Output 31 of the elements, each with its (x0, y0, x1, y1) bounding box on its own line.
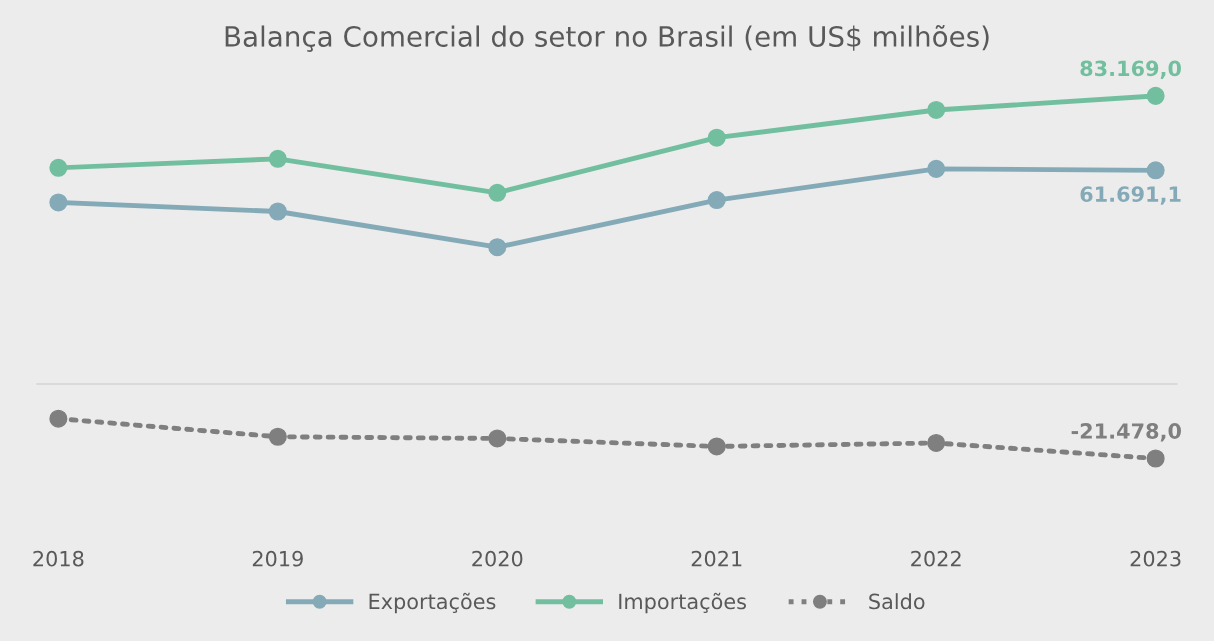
point (927, 159, 946, 178)
point (1146, 161, 1165, 180)
point (49, 158, 68, 177)
chart-title: Balança Comercial do setor no Brasil (em US$ milhões) (225, 25, 989, 52)
point (488, 183, 507, 202)
point (49, 193, 68, 212)
point (268, 427, 287, 446)
data-label: -21.478,0 (1071, 423, 1181, 442)
point (707, 128, 726, 147)
x-tick-label: 2019 (252, 550, 303, 567)
point (268, 202, 287, 221)
point (927, 100, 946, 119)
point (1146, 449, 1165, 468)
data-label: 83.169,0 (1080, 60, 1181, 79)
x-tick-label: 2020 (472, 550, 523, 567)
point (488, 429, 507, 448)
point (488, 238, 507, 257)
x-tick-label: 2018 (33, 550, 84, 567)
point (707, 437, 726, 456)
point (927, 433, 946, 453)
point (707, 191, 726, 210)
legend-label: Importações (619, 592, 746, 614)
legend-label: Exportações (369, 592, 496, 614)
data-label: 61.691,1 (1080, 186, 1181, 205)
x-tick-label: 2021 (691, 550, 742, 567)
legend-label: Saldo (869, 593, 925, 610)
point (49, 409, 68, 428)
x-tick-label: 2023 (1130, 550, 1181, 567)
point (1146, 86, 1165, 105)
x-tick-label: 2022 (911, 550, 961, 567)
point (268, 149, 287, 168)
